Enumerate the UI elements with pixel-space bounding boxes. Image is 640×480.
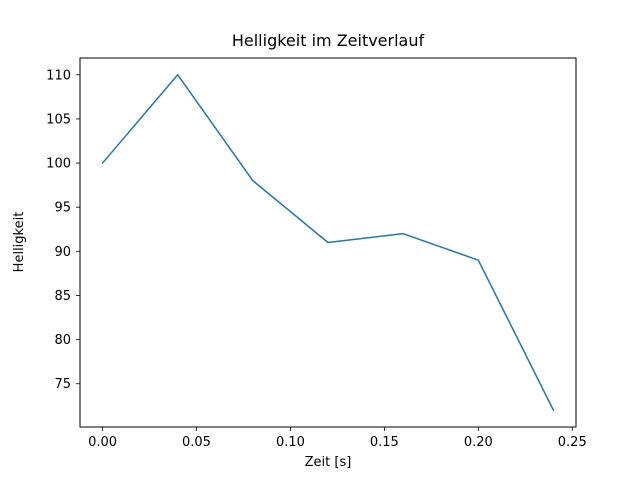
x-tick-label: 0.10 [276, 435, 305, 450]
x-tick-label: 0.00 [88, 435, 117, 450]
x-tick-label: 0.15 [370, 435, 399, 450]
y-tick-label: 85 [54, 289, 71, 304]
y-axis-label: Helligkeit [12, 212, 27, 273]
y-tick-label: 75 [54, 377, 71, 392]
data-series-line [101, 74, 555, 411]
chart-title: Helligkeit im Zeitverlauf [232, 31, 425, 50]
y-tick-label: 110 [46, 68, 71, 83]
y-tick-label: 105 [46, 112, 71, 127]
y-tick-label: 80 [54, 333, 71, 348]
y-tick-label: 95 [54, 201, 71, 216]
x-tick-label: 0.05 [182, 435, 211, 450]
x-tick-label: 0.20 [464, 435, 493, 450]
plot-area: 0.00 0.05 0.10 0.15 0.20 0.25 75 80 85 90 95 100 105… [46, 57, 587, 450]
y-tick-label: 100 [46, 157, 71, 172]
x-tick-label: 0.25 [558, 435, 587, 450]
axes-frame [79, 57, 577, 428]
y-tick-label: 90 [54, 245, 71, 260]
x-axis-label: Zeit [s] [305, 455, 352, 470]
